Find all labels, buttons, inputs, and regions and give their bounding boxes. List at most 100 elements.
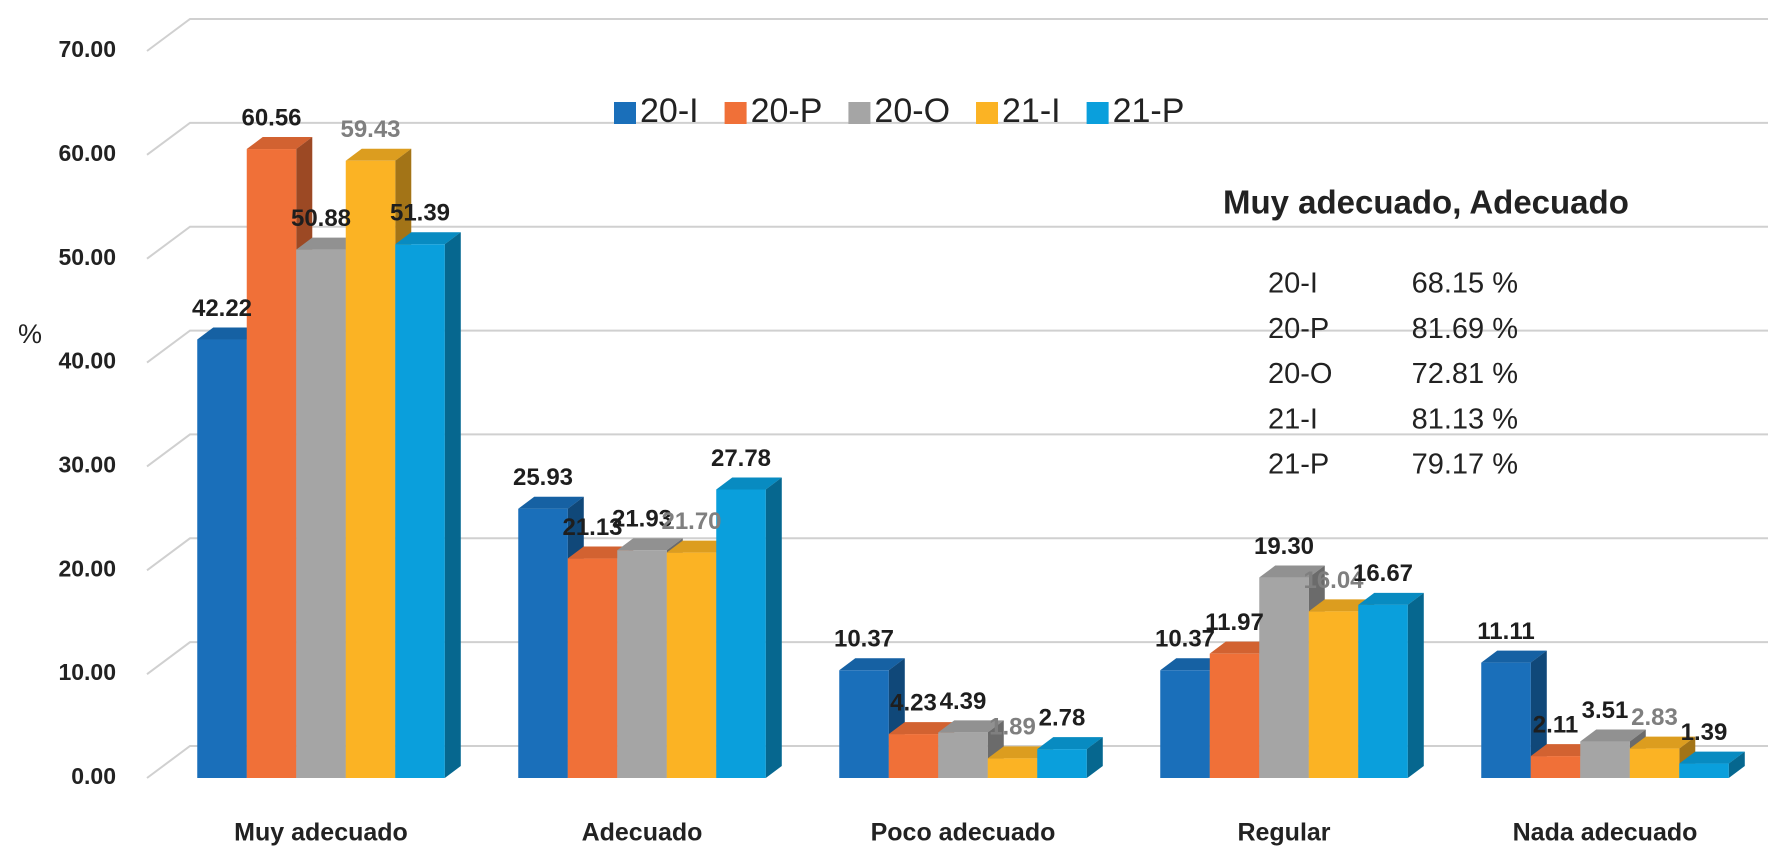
- legend-label: 20-I: [640, 92, 699, 130]
- bar-top: [987, 746, 1054, 759]
- bar: [1629, 748, 1680, 778]
- bar-top-shade: [1679, 751, 1745, 764]
- data-label: 2.78: [1039, 704, 1086, 731]
- annotation-label: 20-O: [1268, 358, 1332, 390]
- bar-top: [1308, 599, 1375, 612]
- bar-top-shade: [395, 232, 461, 245]
- bar-side-shade: [1407, 592, 1424, 778]
- annotation-label: 20-P: [1268, 313, 1329, 345]
- annotation-value: 81.69 %: [1412, 313, 1518, 345]
- annotation-label: 20-I: [1268, 268, 1318, 300]
- bar: [1481, 662, 1531, 778]
- data-label: 50.88: [291, 205, 351, 232]
- bar: [987, 758, 1038, 778]
- bar: [617, 550, 667, 778]
- bar: [1160, 670, 1210, 778]
- bar-top-shade: [839, 658, 905, 671]
- data-label: 21.13: [562, 514, 622, 541]
- y-tick-label: 40.00: [58, 348, 116, 374]
- bar-top: [938, 720, 1004, 733]
- bar-top-shade: [1259, 565, 1325, 578]
- data-label: 2.83: [1631, 704, 1678, 731]
- y-tick-label: 10.00: [58, 659, 116, 685]
- y-tick-label: 60.00: [58, 140, 116, 166]
- annotation-title: Muy adecuado, Adecuado: [1223, 184, 1629, 221]
- y-tick-label: 20.00: [58, 555, 116, 581]
- y-tick-label: 50.00: [58, 244, 116, 270]
- grid-line: [146, 225, 1768, 260]
- bar: [716, 489, 766, 778]
- bar-top-shade: [1037, 737, 1103, 750]
- bar: [839, 670, 889, 778]
- bar: [1580, 741, 1630, 778]
- legend-label: 20-P: [751, 92, 823, 130]
- bar: [1308, 611, 1359, 778]
- bar-top-shade: [1209, 641, 1276, 654]
- bar-top-shade: [296, 237, 362, 250]
- data-label: 11.11: [1477, 618, 1534, 645]
- legend-swatch: [848, 102, 871, 124]
- bar-top: [888, 722, 955, 735]
- annotation-label: 21-I: [1268, 403, 1318, 435]
- bar-top: [395, 232, 461, 245]
- bar: [938, 732, 988, 778]
- bar-top-shade: [197, 327, 263, 340]
- bar-top: [345, 148, 412, 161]
- bar-top: [666, 540, 733, 553]
- bar-top-shade: [246, 137, 313, 150]
- grid-line: [146, 121, 1768, 156]
- bar-top-shade: [617, 538, 683, 551]
- bar: [666, 552, 717, 778]
- bar-top-shade: [716, 477, 782, 490]
- bar-top-shade: [1530, 744, 1597, 757]
- bar: [1037, 749, 1087, 778]
- data-label: 4.23: [890, 689, 937, 716]
- data-label: 2.11: [1533, 711, 1578, 738]
- bar-top-shade: [888, 722, 955, 735]
- y-tick-label: 70.00: [58, 36, 116, 62]
- bar-side-shade: [1728, 751, 1745, 778]
- bar-top: [246, 137, 313, 150]
- bar-top: [1481, 650, 1547, 663]
- bar: [197, 339, 247, 778]
- data-label: 3.51: [1582, 697, 1629, 724]
- legend-swatch: [1086, 102, 1109, 124]
- bar-top: [1530, 744, 1597, 757]
- annotation-value: 68.15 %: [1412, 268, 1518, 300]
- bar-top-shade: [938, 720, 1004, 733]
- bar-top: [1209, 641, 1276, 654]
- data-label: 1.89: [989, 714, 1036, 741]
- bar-top: [518, 496, 584, 509]
- bar: [567, 558, 618, 778]
- bar: [518, 508, 568, 778]
- bar-top: [197, 327, 263, 340]
- bar-top-shade: [666, 540, 733, 553]
- legend-label: 21-P: [1113, 92, 1185, 130]
- bar-side: [1530, 650, 1547, 778]
- bar-top: [1160, 658, 1226, 671]
- y-tick-label: 30.00: [58, 452, 116, 478]
- x-tick-label: Regular: [1237, 819, 1330, 847]
- data-label: 16.67: [1353, 560, 1413, 587]
- bar-side: [1086, 737, 1103, 778]
- bar-top: [567, 546, 634, 559]
- bar-top: [1629, 736, 1696, 749]
- bar: [1679, 763, 1729, 778]
- legend-label: 21-I: [1002, 92, 1061, 130]
- data-label: 11.97: [1205, 609, 1264, 636]
- bar-top-shade: [1308, 599, 1375, 612]
- bar-top-shade: [1481, 650, 1547, 663]
- data-label: 21.93: [612, 506, 672, 533]
- bar-top: [296, 237, 362, 250]
- bar-top-shade: [518, 496, 584, 509]
- data-label: 16.04: [1303, 567, 1364, 594]
- grid-line: [146, 18, 1768, 52]
- bar-top-shade: [1629, 736, 1696, 749]
- annotation-value: 72.81 %: [1412, 358, 1518, 390]
- x-tick-label: Muy adecuado: [234, 819, 408, 847]
- data-label: 27.78: [711, 445, 771, 472]
- y-axis-label: %: [18, 319, 42, 349]
- data-label: 59.43: [340, 116, 400, 143]
- bar-side: [1407, 592, 1424, 778]
